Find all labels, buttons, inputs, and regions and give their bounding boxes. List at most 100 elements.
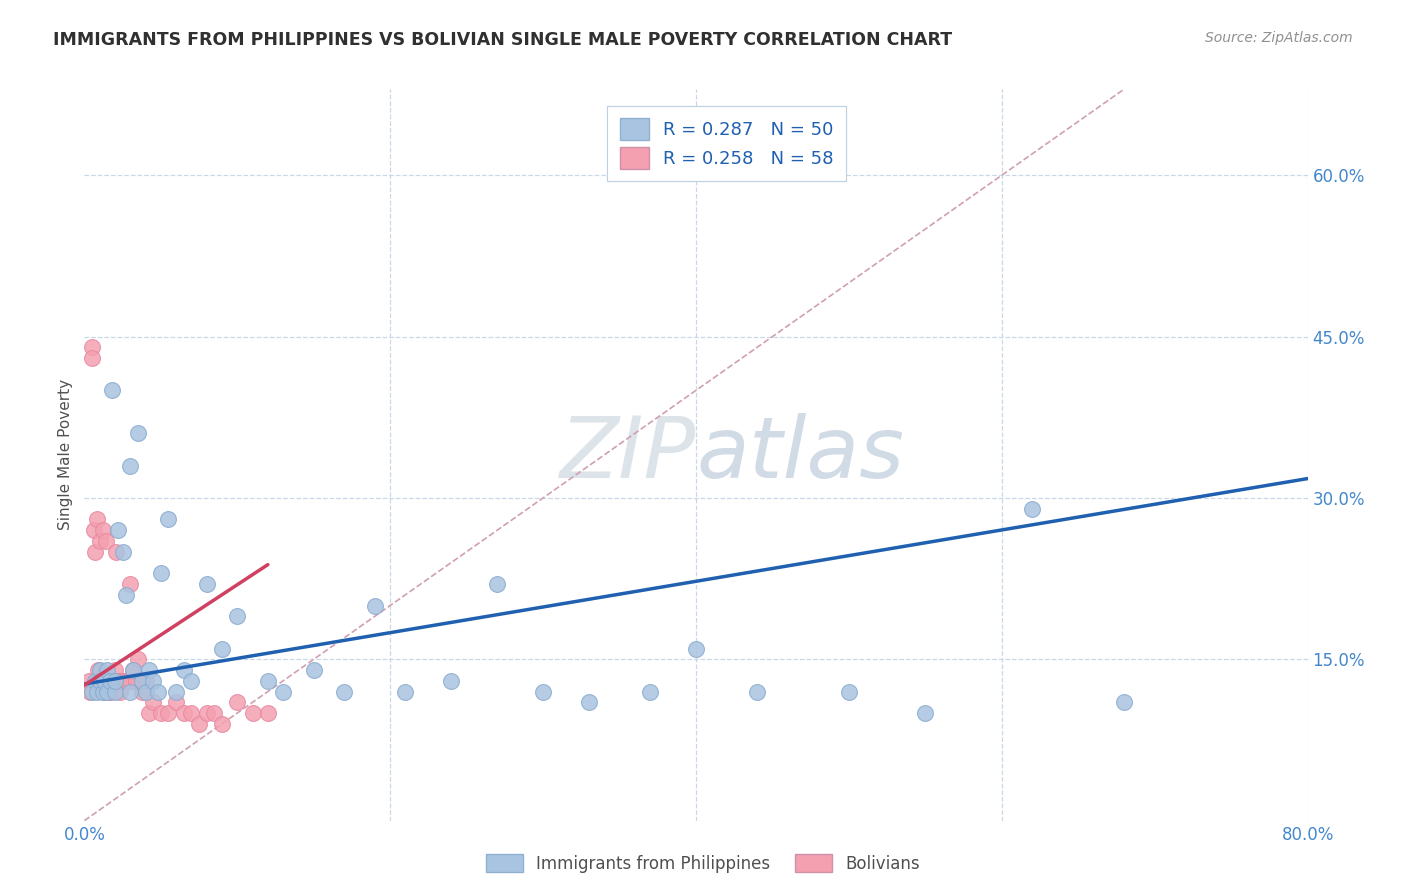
Point <box>125 673 148 688</box>
Point <box>89 673 111 688</box>
Point <box>131 673 153 688</box>
Point <box>122 663 145 677</box>
Point <box>97 673 120 688</box>
Point <box>103 673 125 688</box>
Point <box>94 673 117 688</box>
Point <box>142 695 165 709</box>
Point <box>638 684 661 698</box>
Point <box>486 577 509 591</box>
Point <box>101 384 124 398</box>
Point <box>120 673 142 688</box>
Point <box>107 523 129 537</box>
Point <box>111 545 134 559</box>
Point <box>394 684 416 698</box>
Point <box>91 684 114 698</box>
Point <box>120 458 142 473</box>
Point <box>96 673 118 688</box>
Point <box>84 673 107 688</box>
Point <box>180 706 202 720</box>
Point <box>1114 695 1136 709</box>
Point <box>914 706 936 720</box>
Point <box>242 706 264 720</box>
Point <box>165 695 187 709</box>
Point <box>180 673 202 688</box>
Point <box>96 673 118 688</box>
Point <box>1021 501 1043 516</box>
Point <box>87 663 110 677</box>
Point <box>333 684 356 698</box>
Point <box>257 673 280 688</box>
Point <box>135 673 157 688</box>
Point <box>91 523 114 537</box>
Point <box>531 684 554 698</box>
Point <box>89 533 111 548</box>
Point <box>115 673 138 688</box>
Point <box>157 706 180 720</box>
Point <box>91 673 114 688</box>
Point <box>120 577 142 591</box>
Point <box>105 545 128 559</box>
Point <box>104 684 127 698</box>
Point <box>93 673 115 688</box>
Point <box>138 706 160 720</box>
Point <box>226 695 249 709</box>
Point <box>104 663 127 677</box>
Point <box>195 577 218 591</box>
Point <box>80 351 103 365</box>
Point <box>202 706 225 720</box>
Point <box>302 663 325 677</box>
Point <box>838 684 860 698</box>
Point <box>107 673 129 688</box>
Point <box>94 533 117 548</box>
Point <box>93 684 115 698</box>
Point <box>146 684 169 698</box>
Point <box>257 706 280 720</box>
Point <box>135 684 157 698</box>
Point <box>104 673 127 688</box>
Point <box>80 340 103 354</box>
Point <box>149 706 172 720</box>
Point <box>101 673 124 688</box>
Legend: Immigrants from Philippines, Bolivians: Immigrants from Philippines, Bolivians <box>479 847 927 880</box>
Point <box>271 684 294 698</box>
Point <box>98 673 121 688</box>
Point <box>138 663 160 677</box>
Point <box>89 673 111 688</box>
Point <box>112 673 135 688</box>
Point <box>90 673 112 688</box>
Point <box>84 545 107 559</box>
Point <box>157 512 180 526</box>
Point <box>165 684 187 698</box>
Point <box>89 673 111 688</box>
Point <box>120 684 142 698</box>
Point <box>114 673 136 688</box>
Point <box>83 523 105 537</box>
Point <box>80 684 103 698</box>
Text: IMMIGRANTS FROM PHILIPPINES VS BOLIVIAN SINGLE MALE POVERTY CORRELATION CHART: IMMIGRANTS FROM PHILIPPINES VS BOLIVIAN … <box>53 31 952 49</box>
Text: ZIP: ZIP <box>560 413 696 497</box>
Point <box>142 673 165 688</box>
Point <box>77 673 100 688</box>
Y-axis label: Single Male Poverty: Single Male Poverty <box>58 379 73 531</box>
Point <box>131 684 153 698</box>
Point <box>104 673 127 688</box>
Point <box>127 652 149 666</box>
Point <box>173 706 195 720</box>
Point <box>149 566 172 581</box>
Point <box>86 512 108 526</box>
Point <box>122 663 145 677</box>
Point <box>226 609 249 624</box>
Point <box>173 663 195 677</box>
Point <box>111 673 134 688</box>
Point <box>188 716 211 731</box>
Point <box>108 684 131 698</box>
Point <box>195 706 218 720</box>
Point <box>96 663 118 677</box>
Point <box>97 684 120 698</box>
Point <box>101 673 124 688</box>
Text: Source: ZipAtlas.com: Source: ZipAtlas.com <box>1205 31 1353 45</box>
Point <box>79 684 101 698</box>
Point <box>440 673 463 688</box>
Point <box>110 673 132 688</box>
Point <box>114 588 136 602</box>
